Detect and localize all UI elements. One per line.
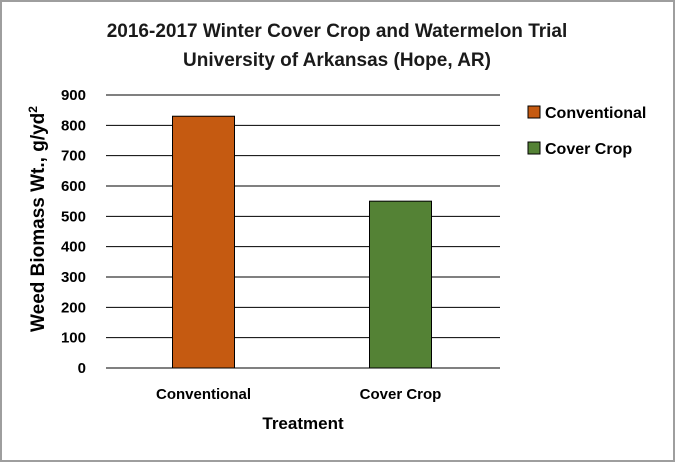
y-tick-label: 800 xyxy=(61,117,86,134)
y-tick-label: 600 xyxy=(61,178,86,195)
bar-cover-crop xyxy=(369,200,432,369)
bars xyxy=(172,115,432,369)
x-tick-labels: Conventional Cover Crop xyxy=(156,386,441,403)
x-axis-label: Treatment xyxy=(262,414,344,433)
x-tick-label: Conventional xyxy=(156,386,251,403)
legend-label: Cover Crop xyxy=(545,141,632,158)
y-axis-label: Weed Biomass Wt., g/yd2 xyxy=(26,106,49,332)
legend-swatch xyxy=(527,105,541,119)
y-tick-label: 100 xyxy=(61,330,86,347)
x-tick-label: Cover Crop xyxy=(360,386,442,403)
y-tick-label: 900 xyxy=(61,87,86,104)
chart-title: 2016-2017 Winter Cover Crop and Watermel… xyxy=(107,21,568,42)
y-tick-label: 400 xyxy=(61,239,86,256)
legend: Conventional Cover Crop xyxy=(527,105,646,158)
y-tick-label: 300 xyxy=(61,269,86,286)
gridlines xyxy=(106,94,500,369)
legend-label: Conventional xyxy=(545,105,646,122)
y-tick-label: 200 xyxy=(61,299,86,316)
bar-conventional xyxy=(172,115,235,369)
chart-subtitle: University of Arkansas (Hope, AR) xyxy=(183,50,491,71)
y-tick-label: 0 xyxy=(78,360,86,377)
y-tick-labels: 0 100 200 300 400 500 600 700 800 900 xyxy=(61,87,86,377)
y-tick-label: 700 xyxy=(61,148,86,165)
y-tick-label: 500 xyxy=(61,208,86,225)
legend-swatch xyxy=(527,141,541,155)
